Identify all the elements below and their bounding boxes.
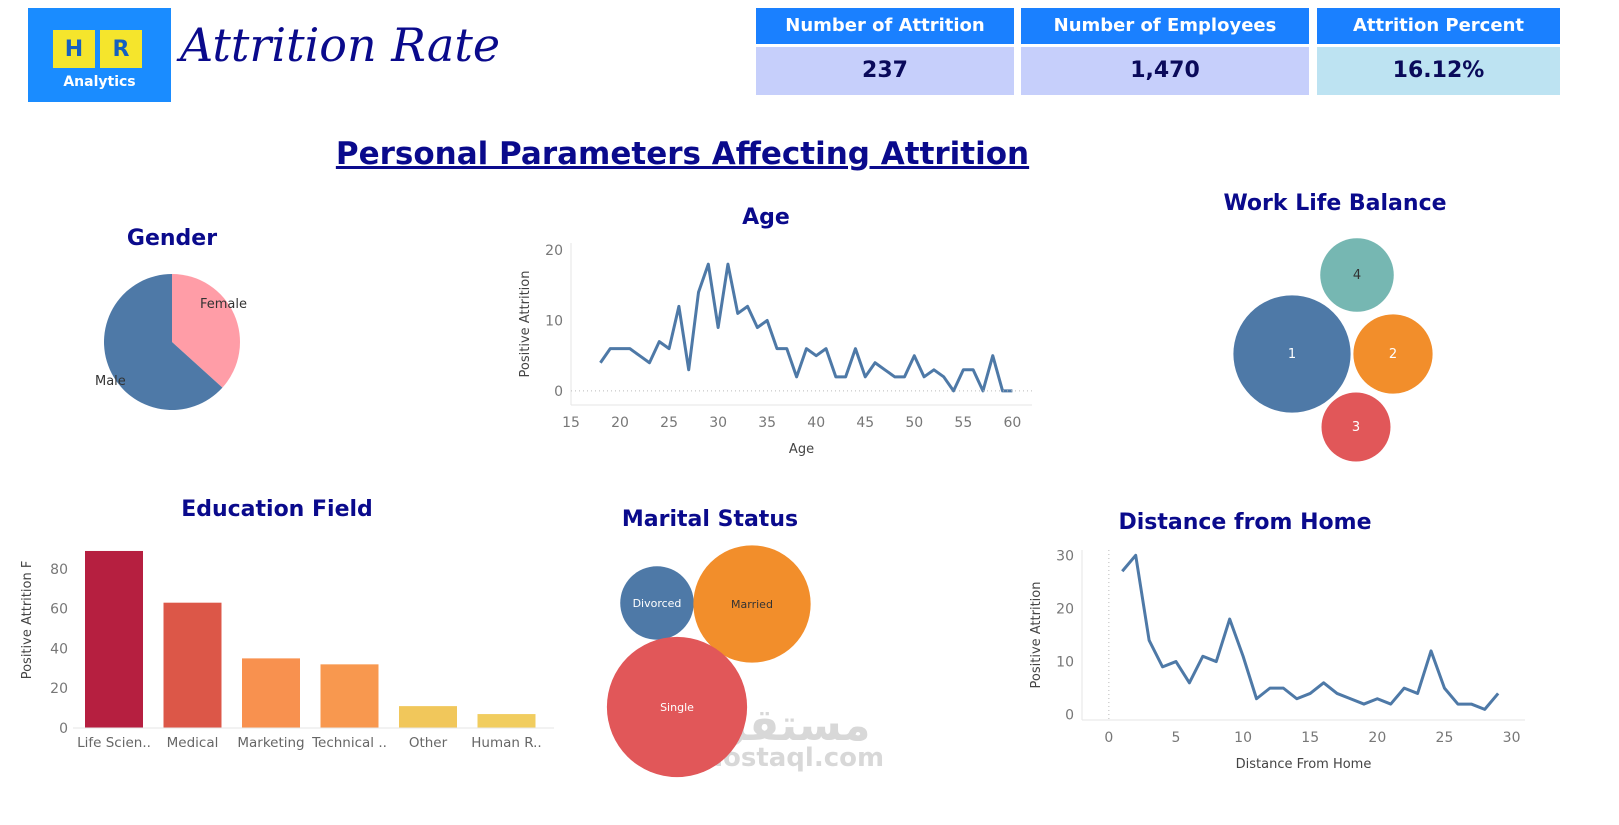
distance-x-tick: 25: [1436, 730, 1454, 746]
age-y-tick: 20: [545, 243, 563, 259]
education-title: Education Field: [181, 497, 373, 522]
distance-title: Distance from Home: [1118, 510, 1372, 535]
pie-slice-female: [172, 274, 241, 388]
distance-y-tick: 20: [1056, 601, 1074, 617]
edu-y-tick: 60: [50, 602, 68, 618]
marital-bubble-label: Single: [660, 701, 694, 714]
distance-y-tick: 10: [1056, 655, 1074, 671]
edu-x-tick: Medical: [167, 735, 219, 751]
kpi-label: Number of Attrition: [756, 8, 1014, 44]
kpi-label: Attrition Percent: [1317, 8, 1560, 44]
marital-title: Marital Status: [621, 507, 799, 532]
logo-letter-h: H: [53, 30, 95, 68]
edu-bar: [242, 658, 300, 728]
distance-x-label: Distance From Home: [1236, 757, 1372, 772]
edu-y-tick: 20: [50, 681, 68, 697]
hr-analytics-logo: H R Analytics: [28, 8, 171, 102]
marital-bubble-label: Married: [731, 598, 773, 611]
edu-x-tick: Marketing: [237, 735, 304, 751]
age-x-tick: 40: [807, 415, 825, 431]
kpi-value: 237: [756, 47, 1014, 95]
wlb-title: Work Life Balance: [1223, 191, 1447, 216]
dashboard-title: Attrition Rate: [180, 18, 501, 72]
marital-bubble-married: [693, 545, 811, 663]
pie-slice-male: [104, 274, 223, 410]
marital-bubble-single: [606, 636, 748, 778]
kpi-attrition-count: Number of Attrition 237: [756, 8, 1014, 95]
wlb-bubble-3: [1321, 392, 1391, 462]
edu-bar: [320, 664, 379, 728]
age-title: Age: [742, 205, 790, 230]
wlb-bubble-4: [1320, 238, 1394, 312]
distance-y-tick: 0: [1065, 708, 1074, 724]
edu-y-tick: 0: [59, 721, 68, 737]
edu-y-tick: 40: [50, 641, 68, 657]
kpi-attrition-percent: Attrition Percent 16.12%: [1317, 8, 1560, 95]
edu-bar: [399, 706, 457, 728]
edu-y-tick: 80: [50, 562, 68, 578]
distance-y-label: Positive Attrition: [1029, 582, 1044, 689]
age-x-tick: 45: [856, 415, 874, 431]
wlb-bubble-1: [1233, 295, 1351, 413]
pie-label-male: Male: [95, 374, 126, 389]
age-x-tick: 60: [1003, 415, 1021, 431]
age-x-tick: 30: [709, 415, 727, 431]
age-x-tick: 50: [905, 415, 923, 431]
section-heading: Personal Parameters Affecting Attrition: [335, 136, 1030, 172]
distance-x-tick: 15: [1301, 730, 1319, 746]
kpi-label: Number of Employees: [1021, 8, 1309, 44]
wlb-bubble-label: 3: [1352, 420, 1360, 435]
age-y-tick: 10: [545, 313, 563, 329]
edu-x-tick: Other: [409, 735, 448, 751]
kpi-value: 16.12%: [1317, 47, 1560, 95]
edu-x-tick: Life Scien..: [77, 735, 151, 751]
age-x-tick: 35: [758, 415, 776, 431]
marital-bubble-divorced: [620, 566, 694, 640]
wlb-bubble-label: 1: [1288, 347, 1296, 362]
edu-x-tick: Technical ..: [311, 735, 387, 751]
kpi-value: 1,470: [1021, 47, 1309, 95]
age-y-label: Positive Attrition: [518, 271, 533, 378]
age-y-tick: 0: [554, 384, 563, 400]
age-x-tick: 20: [611, 415, 629, 431]
wlb-bubble-label: 2: [1389, 347, 1397, 362]
edu-bar: [477, 714, 536, 728]
age-x-label: Age: [789, 442, 814, 457]
marital-bubble-label: Divorced: [633, 597, 682, 610]
distance-y-tick: 30: [1056, 548, 1074, 564]
kpi-employee-count: Number of Employees 1,470: [1021, 8, 1309, 95]
edu-y-label: Positive Attrition F: [20, 561, 35, 680]
distance-x-tick: 0: [1104, 730, 1113, 746]
age-series-line: [599, 262, 1013, 393]
pie-label-female: Female: [200, 297, 247, 312]
wlb-bubble-label: 4: [1353, 268, 1361, 283]
distance-x-tick: 20: [1368, 730, 1386, 746]
edu-x-tick: Human R..: [471, 735, 541, 751]
wlb-bubble-2: [1353, 314, 1433, 394]
distance-series-line: [1121, 553, 1500, 711]
age-x-tick: 55: [954, 415, 972, 431]
age-x-tick: 15: [562, 415, 580, 431]
distance-x-tick: 10: [1234, 730, 1252, 746]
distance-x-tick: 5: [1172, 730, 1181, 746]
gender-title: Gender: [126, 226, 218, 251]
logo-letter-r: R: [100, 30, 142, 68]
edu-bar: [85, 550, 143, 728]
age-x-tick: 25: [660, 415, 678, 431]
distance-x-tick: 30: [1503, 730, 1521, 746]
edu-bar: [163, 602, 222, 728]
logo-text: Analytics: [63, 74, 136, 90]
